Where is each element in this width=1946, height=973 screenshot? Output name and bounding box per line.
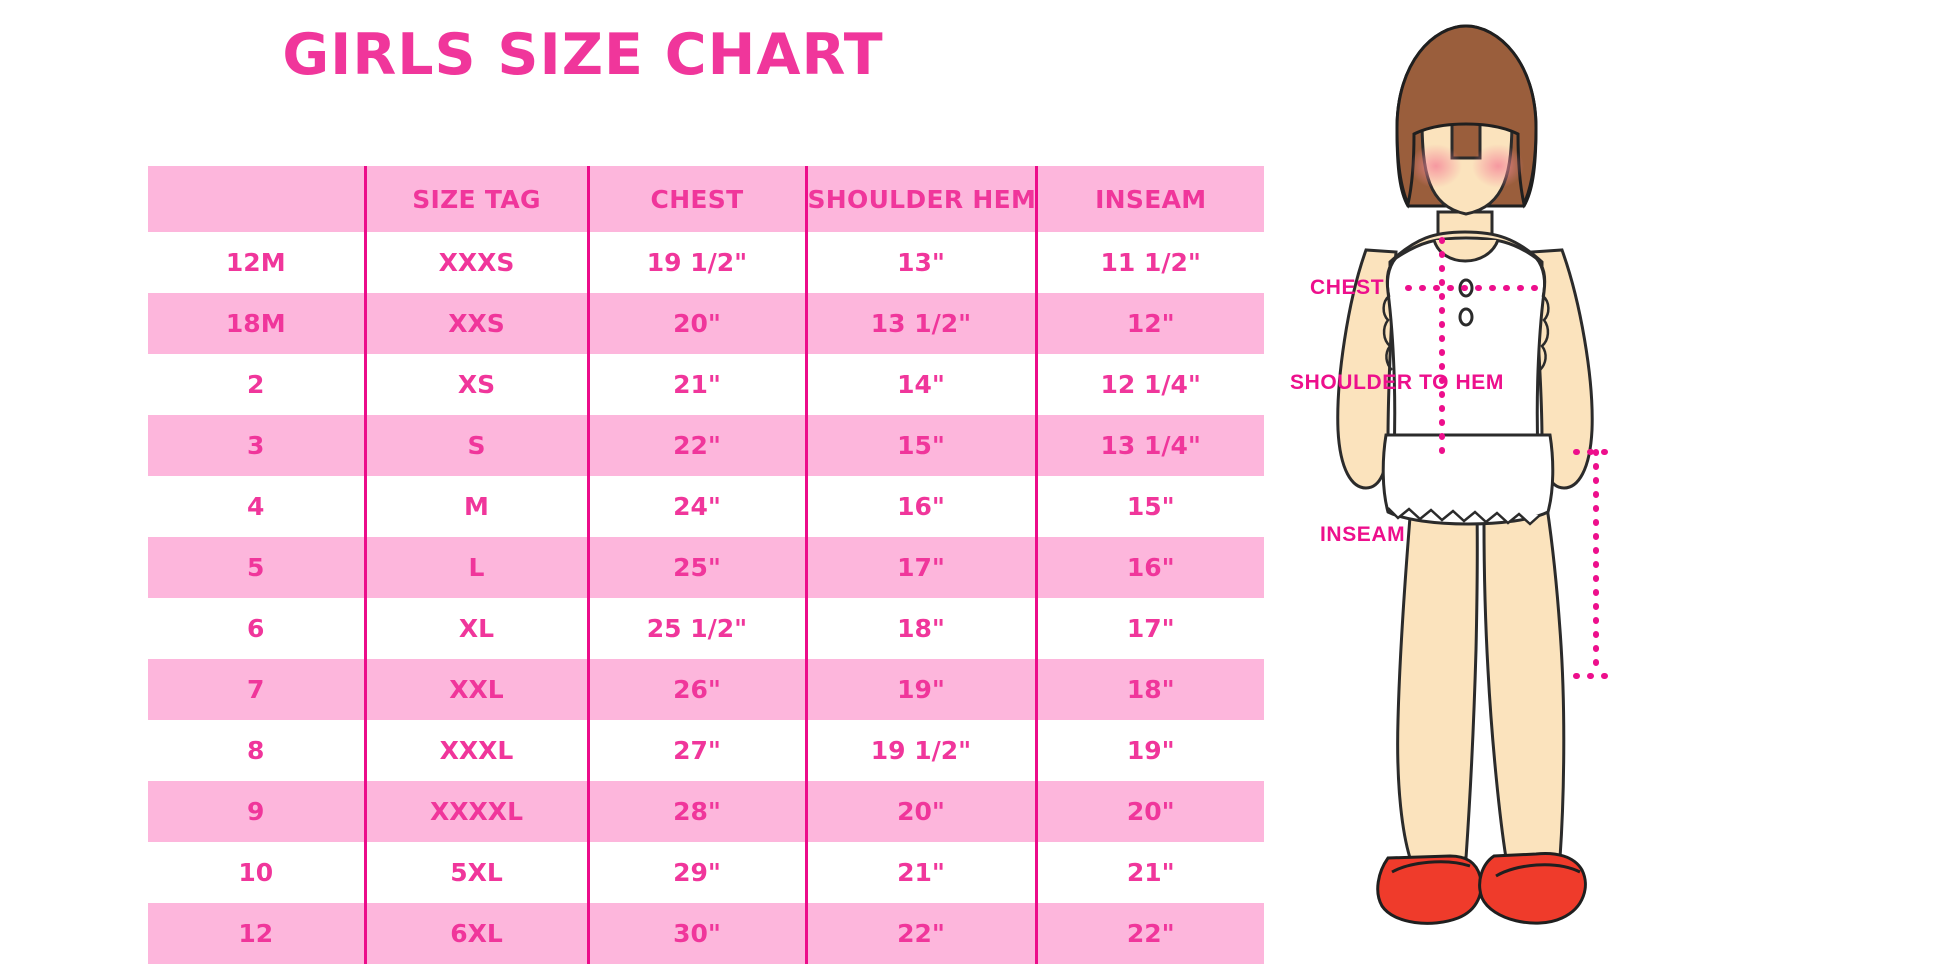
- cell-shoulder-hem: 19": [804, 659, 1036, 720]
- table-row: 10 5XL 29" 21" 21": [148, 842, 1264, 903]
- cell-shoulder-hem: 21": [804, 842, 1036, 903]
- page-title: GIRLS SIZE CHART: [282, 22, 884, 88]
- button-bottom: [1458, 307, 1474, 327]
- cell-inseam: 13 1/4": [1034, 415, 1264, 476]
- cell-shoulder-hem: 20": [804, 781, 1036, 842]
- cell-shoulder-hem: 22": [804, 903, 1036, 964]
- cell-shoulder-hem: 14": [804, 354, 1036, 415]
- label-shoulder-to-hem: SHOULDER TO HEM: [1290, 371, 1504, 394]
- cell-size: 4: [148, 476, 365, 537]
- table-row: 4 M 24" 16" 15": [148, 476, 1264, 537]
- cell-size: 3: [148, 415, 365, 476]
- cell-chest: 24": [586, 476, 806, 537]
- skirt: [1381, 433, 1555, 526]
- cell-chest: 26": [586, 659, 806, 720]
- cell-shoulder-hem: 17": [804, 537, 1036, 598]
- table-body: 12M XXXS 19 1/2" 13" 11 1/2" 18M XXS 20" 13 1/2"…: [148, 232, 1264, 964]
- table-row: 8 XXXL 27" 19 1/2" 19": [148, 720, 1264, 781]
- top-garment: [1385, 236, 1547, 457]
- cell-chest: 28": [586, 781, 806, 842]
- illustration-panel: CHEST SHOULDER TO HEM INSEAM: [1270, 0, 1946, 973]
- neckline: [1432, 239, 1500, 263]
- cell-size: 9: [148, 781, 365, 842]
- cell-inseam: 16": [1034, 537, 1264, 598]
- cell-size-tag: M: [363, 476, 588, 537]
- column-header-chest: CHEST: [586, 166, 806, 232]
- cell-size-tag: XL: [363, 598, 588, 659]
- girl-illustration: [1336, 24, 1621, 925]
- table-row: 12M XXXS 19 1/2" 13" 11 1/2": [148, 232, 1264, 293]
- column-header-shoulder-hem: SHOULDER HEM: [804, 166, 1036, 232]
- cell-size: 2: [148, 354, 365, 415]
- cell-inseam: 20": [1034, 781, 1264, 842]
- cell-size-tag: XXXS: [363, 232, 588, 293]
- cell-chest: 19 1/2": [586, 232, 806, 293]
- cell-inseam: 15": [1034, 476, 1264, 537]
- label-chest: CHEST: [1310, 276, 1385, 299]
- cell-chest: 21": [586, 354, 806, 415]
- cell-size: 10: [148, 842, 365, 903]
- right-ruffle: [1534, 257, 1550, 371]
- cell-chest: 22": [586, 415, 806, 476]
- cell-inseam: 18": [1034, 659, 1264, 720]
- cell-size: 12: [148, 903, 365, 964]
- skirt-scallop-hem: [1387, 507, 1541, 526]
- column-header-inseam: INSEAM: [1034, 166, 1264, 232]
- table-row: 2 XS 21" 14" 12 1/4": [148, 354, 1264, 415]
- cell-size: 7: [148, 659, 365, 720]
- cell-shoulder-hem: 15": [804, 415, 1036, 476]
- cell-shoulder-hem: 16": [804, 476, 1036, 537]
- column-header-size: [148, 166, 365, 232]
- table-row: 12 6XL 30" 22" 22": [148, 903, 1264, 964]
- cell-chest: 27": [586, 720, 806, 781]
- cell-chest: 25": [586, 537, 806, 598]
- table-row: 3 S 22" 15" 13 1/4": [148, 415, 1264, 476]
- column-header-size-tag: SIZE TAG: [363, 166, 588, 232]
- cell-chest: 30": [586, 903, 806, 964]
- cell-size: 6: [148, 598, 365, 659]
- blush-left: [1410, 144, 1462, 188]
- cell-size-tag: S: [363, 415, 588, 476]
- cell-size-tag: XXXL: [363, 720, 588, 781]
- cell-size: 12M: [148, 232, 365, 293]
- cell-size-tag: XXS: [363, 293, 588, 354]
- table-row: 6 XL 25 1/2" 18" 17": [148, 598, 1264, 659]
- cell-size-tag: 5XL: [363, 842, 588, 903]
- blush-right: [1472, 144, 1524, 188]
- cell-size-tag: L: [363, 537, 588, 598]
- size-chart-table: SIZE TAG CHEST SHOULDER HEM INSEAM 12M XX…: [148, 166, 1264, 964]
- cell-inseam: 17": [1034, 598, 1264, 659]
- cell-size-tag: XXXXL: [363, 781, 588, 842]
- right-shoe: [1478, 852, 1587, 925]
- cell-inseam: 12 1/4": [1034, 354, 1264, 415]
- cell-size: 8: [148, 720, 365, 781]
- cell-inseam: 11 1/2": [1034, 232, 1264, 293]
- cell-shoulder-hem: 19 1/2": [804, 720, 1036, 781]
- cell-size-tag: XXL: [363, 659, 588, 720]
- cell-shoulder-hem: 13": [804, 232, 1036, 293]
- left-ruffle: [1382, 257, 1398, 371]
- cell-size-tag: 6XL: [363, 903, 588, 964]
- size-chart-table-container: SIZE TAG CHEST SHOULDER HEM INSEAM 12M XX…: [148, 166, 1264, 964]
- table-row: 18M XXS 20" 13 1/2" 12": [148, 293, 1264, 354]
- cell-size-tag: XS: [363, 354, 588, 415]
- cell-inseam: 12": [1034, 293, 1264, 354]
- label-inseam: INSEAM: [1320, 523, 1406, 546]
- left-shoe: [1376, 854, 1483, 925]
- cell-inseam: 21": [1034, 842, 1264, 903]
- cell-chest: 25 1/2": [586, 598, 806, 659]
- table-header-row: SIZE TAG CHEST SHOULDER HEM INSEAM: [148, 166, 1264, 232]
- cell-shoulder-hem: 18": [804, 598, 1036, 659]
- cell-chest: 20": [586, 293, 806, 354]
- cell-chest: 29": [586, 842, 806, 903]
- cell-size: 18M: [148, 293, 365, 354]
- cell-size: 5: [148, 537, 365, 598]
- cell-inseam: 19": [1034, 720, 1264, 781]
- cell-inseam: 22": [1034, 903, 1264, 964]
- table-row: 7 XXL 26" 19" 18": [148, 659, 1264, 720]
- table-row: 9 XXXXL 28" 20" 20": [148, 781, 1264, 842]
- table-row: 5 L 25" 17" 16": [148, 537, 1264, 598]
- cell-shoulder-hem: 13 1/2": [804, 293, 1036, 354]
